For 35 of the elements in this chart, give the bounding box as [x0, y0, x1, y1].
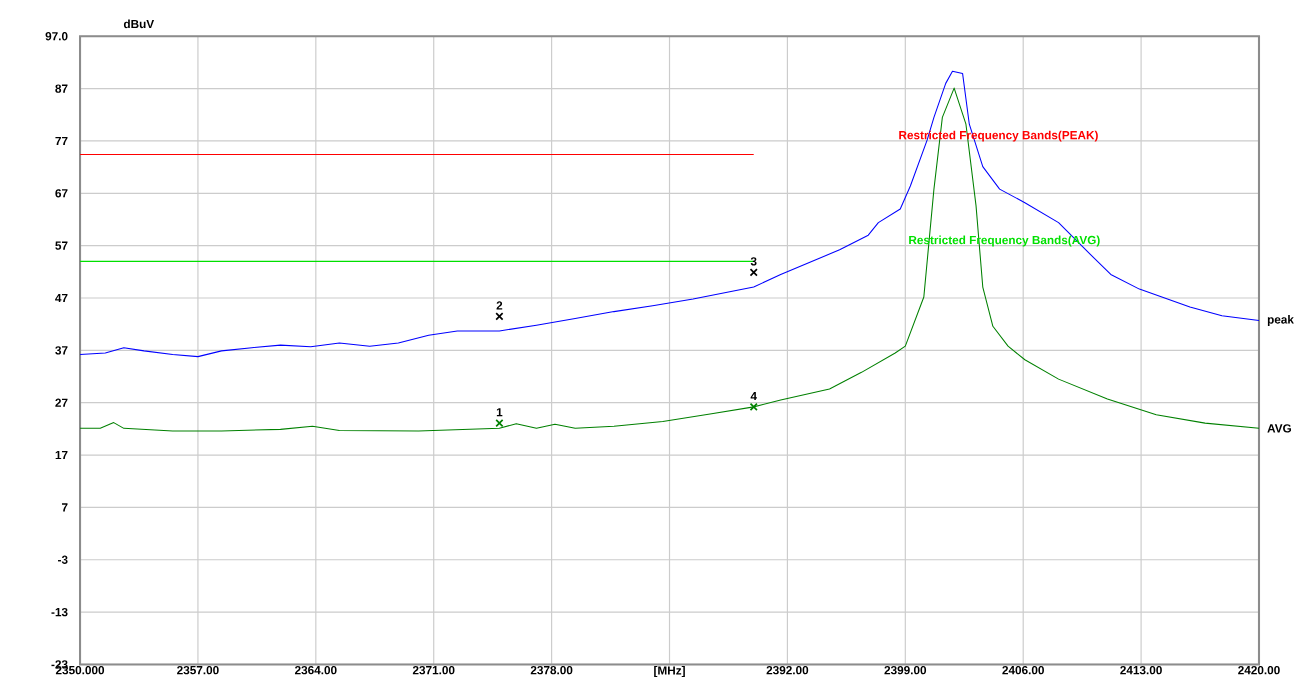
y-tick-label: 57 — [55, 241, 68, 250]
x-tick-label: 2406.00 — [1002, 666, 1044, 675]
x-tick-label: 2371.00 — [412, 666, 455, 675]
x-tick-label: 2392.00 — [766, 666, 809, 675]
x-tick-label: 2413.00 — [1120, 666, 1162, 675]
x-tick-label: 2378.00 — [530, 666, 573, 675]
y-tick-label: 7 — [61, 503, 68, 512]
x-tick-label: 2357.00 — [177, 666, 219, 675]
point — [749, 268, 758, 277]
series-label: 3 — [750, 257, 757, 266]
line-series — [79, 87, 1260, 432]
point — [495, 312, 504, 321]
y-tick-label: 27 — [55, 398, 68, 407]
series-label: 4 — [750, 391, 757, 401]
x-tick-label: 2420.00 — [1238, 666, 1280, 675]
point — [495, 419, 504, 428]
y-tick-label: 87 — [55, 84, 68, 93]
series-label: AVG — [1267, 424, 1291, 433]
y-tick-label: 97.0 — [45, 32, 68, 41]
series-label: 1 — [496, 408, 503, 417]
x-tick-label: 2399.00 — [884, 666, 927, 675]
y-tick-label: 77 — [55, 136, 68, 145]
y-tick-label: 67 — [55, 189, 68, 198]
y-tick-label: 17 — [55, 450, 68, 460]
point — [749, 402, 758, 411]
series-label: 2 — [496, 301, 503, 310]
y-tick-label: 47 — [55, 293, 68, 303]
x-tick-label: 2364.00 — [294, 666, 337, 675]
series-label: peak — [1267, 315, 1294, 326]
line-series — [79, 70, 1260, 358]
y-tick-label: -13 — [51, 607, 68, 617]
y-tick-label: 37 — [55, 346, 68, 355]
y-tick-label: -3 — [58, 555, 68, 564]
y-axis-title: dBuV — [123, 19, 155, 29]
x-tick-label: [MHz] — [654, 666, 685, 677]
